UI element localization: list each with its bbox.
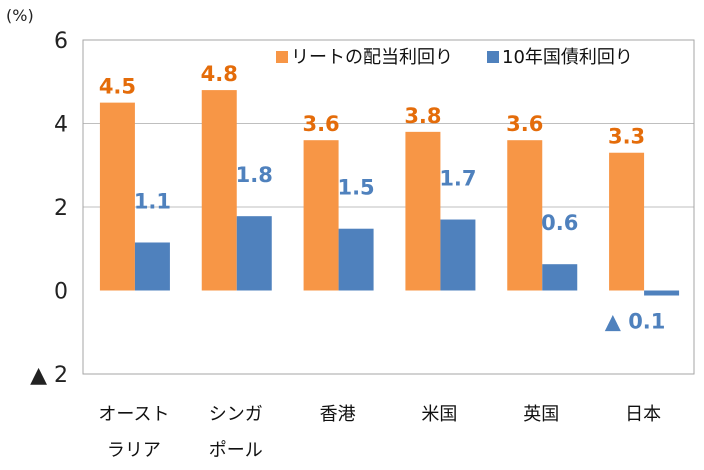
category-label: 米国 bbox=[421, 404, 457, 425]
category-label: シンガ bbox=[209, 404, 263, 425]
data-label: 3.6 bbox=[302, 112, 339, 136]
bar-bond bbox=[644, 290, 680, 296]
y-axis-ticks: 6 4 2 0 ▲ 2 bbox=[30, 29, 68, 388]
data-label: 1.7 bbox=[439, 167, 476, 191]
data-label: 3.8 bbox=[404, 104, 441, 128]
bars bbox=[99, 90, 680, 296]
data-label: 3.6 bbox=[506, 112, 543, 136]
y-tick-label: 2 bbox=[54, 196, 68, 221]
category-label: 英国 bbox=[523, 404, 559, 425]
y-tick-label: 6 bbox=[54, 29, 68, 54]
data-label: 1.1 bbox=[134, 189, 171, 213]
y-tick-label: ▲ 2 bbox=[30, 363, 68, 388]
data-label: 1.5 bbox=[337, 176, 374, 200]
bar-reit bbox=[201, 90, 237, 291]
legend-label: リートの配当利回り bbox=[291, 47, 453, 68]
data-label: 0.6 bbox=[541, 211, 578, 235]
data-label: 3.3 bbox=[608, 125, 645, 149]
legend-label: 10年国債利回り bbox=[502, 47, 633, 68]
legend: リートの配当利回り 10年国債利回り bbox=[276, 47, 633, 68]
data-label: 1.8 bbox=[236, 163, 273, 187]
y-unit-label: (%) bbox=[6, 6, 34, 25]
category-label: ポール bbox=[209, 440, 263, 461]
bar-reit bbox=[405, 131, 441, 291]
bar-bond bbox=[134, 242, 170, 291]
bar-bond bbox=[440, 219, 476, 291]
bar-reit bbox=[609, 152, 645, 291]
bar-reit bbox=[303, 140, 339, 291]
bar-bond bbox=[338, 228, 374, 291]
bar-reit bbox=[507, 140, 543, 291]
category-label: ラリア bbox=[107, 440, 161, 461]
category-label: 日本 bbox=[625, 404, 661, 425]
y-tick-label: 0 bbox=[54, 280, 68, 305]
bar-bond bbox=[236, 216, 272, 291]
y-tick-label: 4 bbox=[54, 113, 68, 138]
data-label: 4.5 bbox=[99, 75, 136, 99]
category-label: 香港 bbox=[320, 404, 356, 425]
data-labels: 4.5 4.8 3.6 3.8 3.6 3.3 1.1 1.8 1.5 1.7 0.6 ▲ 0.1 bbox=[99, 62, 666, 333]
plot-area-frame bbox=[82, 39, 695, 375]
data-label: 4.8 bbox=[201, 62, 238, 86]
legend-swatch bbox=[276, 51, 288, 63]
legend-swatch bbox=[487, 51, 499, 63]
data-label: ▲ 0.1 bbox=[605, 310, 666, 334]
bar-bond bbox=[542, 264, 578, 291]
category-label: オースト bbox=[98, 404, 169, 425]
bar-reit bbox=[99, 102, 135, 291]
